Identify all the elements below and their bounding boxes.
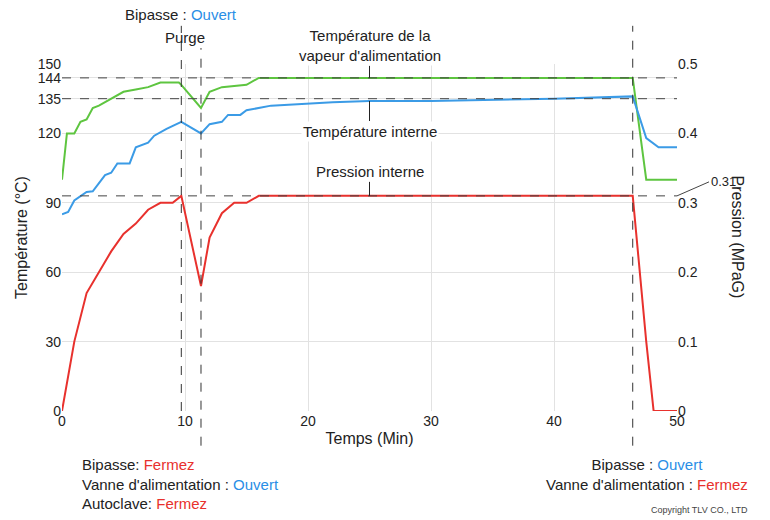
svg-text:150: 150 xyxy=(38,56,62,72)
svg-text:10: 10 xyxy=(177,413,193,429)
svg-text:Copyright TLV CO., LTD: Copyright TLV CO., LTD xyxy=(651,505,748,515)
svg-text:0.1: 0.1 xyxy=(678,334,698,350)
svg-text:144: 144 xyxy=(38,70,62,86)
svg-text:Pression interne: Pression interne xyxy=(316,163,424,180)
svg-text:0: 0 xyxy=(53,403,61,419)
svg-text:20: 20 xyxy=(300,413,316,429)
svg-text:30: 30 xyxy=(423,413,439,429)
svg-text:0: 0 xyxy=(58,413,66,429)
svg-text:135: 135 xyxy=(38,91,62,107)
svg-text:0.3: 0.3 xyxy=(678,195,698,211)
svg-text:Bipasse: FermezVanne d'aliment: Bipasse: FermezVanne d'alimentation : Ou… xyxy=(82,456,279,512)
svg-text:0.31: 0.31 xyxy=(711,174,736,189)
svg-text:0.5: 0.5 xyxy=(678,56,698,72)
svg-text:0: 0 xyxy=(678,403,686,419)
svg-text:Bipasse : Ouvert: Bipasse : Ouvert xyxy=(125,6,237,23)
svg-text:0.2: 0.2 xyxy=(678,264,698,280)
svg-text:90: 90 xyxy=(45,195,61,211)
svg-text:30: 30 xyxy=(45,334,61,350)
svg-text:0.4: 0.4 xyxy=(678,125,698,141)
svg-text:Température interne: Température interne xyxy=(303,123,437,140)
svg-text:Temps (Min): Temps (Min) xyxy=(325,430,413,447)
svg-text:Purge: Purge xyxy=(165,29,205,46)
svg-text:Pression (MPaG): Pression (MPaG) xyxy=(729,176,746,299)
svg-text:Température de lavapeur d'alim: Température de lavapeur d'alimentation xyxy=(299,27,441,64)
svg-text:Bipasse : OuvertVanne d'alimen: Bipasse : OuvertVanne d'alimentation : F… xyxy=(546,456,748,493)
svg-text:Température (°C): Température (°C) xyxy=(13,176,30,299)
svg-text:60: 60 xyxy=(45,264,61,280)
svg-text:40: 40 xyxy=(546,413,562,429)
svg-text:50: 50 xyxy=(669,413,685,429)
svg-text:120: 120 xyxy=(38,125,62,141)
